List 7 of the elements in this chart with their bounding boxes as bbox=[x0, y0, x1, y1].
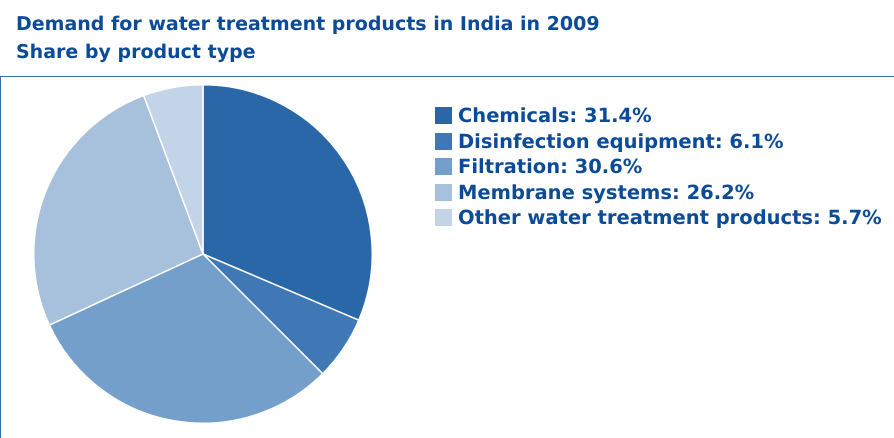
chart-subtitle: Share by product type bbox=[16, 40, 257, 65]
legend-label: Chemicals: 31.4% bbox=[458, 103, 652, 128]
chart-title: Demand for water treatment products in India in 2009 bbox=[16, 12, 600, 37]
legend-label: Disinfection equipment: 6.1% bbox=[458, 128, 784, 154]
legend-label: Filtration: 30.6% bbox=[458, 154, 642, 180]
legend-label: Membrane systems: 26.2% bbox=[458, 180, 754, 205]
legend-label: Other water treatment products: 5.7% bbox=[458, 205, 882, 230]
